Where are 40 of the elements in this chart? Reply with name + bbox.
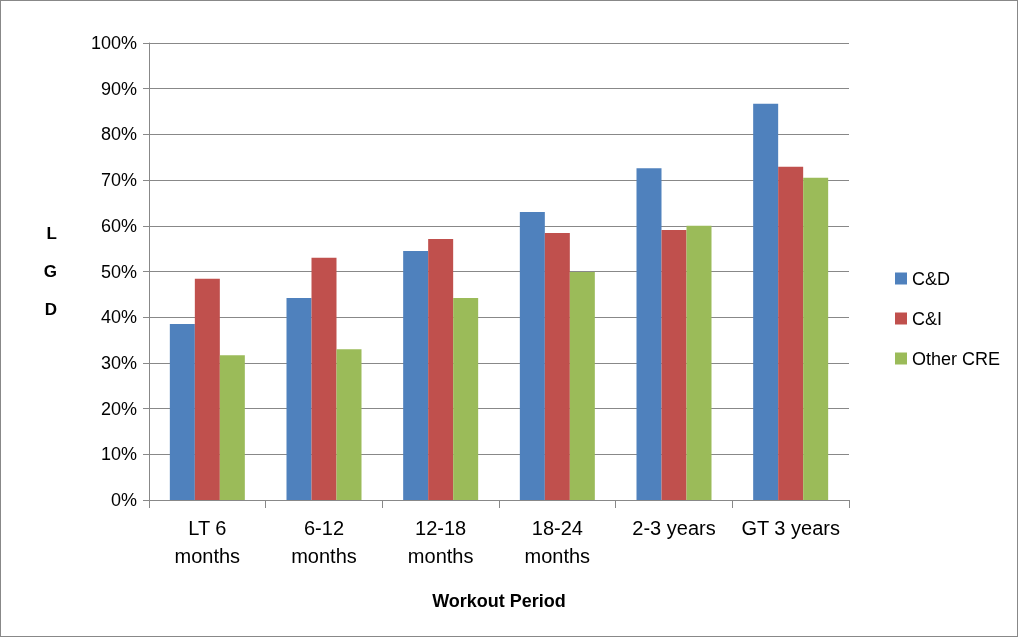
bar: [169, 324, 195, 500]
bar: [219, 355, 245, 500]
bar: [636, 168, 662, 500]
bar: [686, 225, 712, 500]
y-tick-label: 10%: [100, 444, 137, 465]
y-tick-label: 20%: [100, 398, 137, 419]
y-tick-label: 80%: [100, 124, 137, 145]
x-tick-label: 18-24 months: [524, 517, 591, 567]
y-tick-label: 60%: [100, 215, 137, 236]
bar: [544, 233, 570, 500]
bar: [778, 166, 804, 500]
bar: [753, 103, 779, 500]
y-tick-label: 100%: [90, 33, 137, 53]
legend-label: C&D: [911, 268, 950, 289]
x-tick-label: 2-3 years: [632, 517, 716, 539]
bar: [428, 239, 454, 500]
y-axis-title: L G D: [43, 224, 57, 319]
bar: [286, 298, 312, 500]
y-tick-label: 0%: [110, 490, 137, 510]
x-axis-title: Workout Period: [432, 591, 566, 611]
x-tick-label: 6-12 months: [291, 517, 357, 567]
x-tick-label: 12-18 months: [407, 517, 474, 567]
bar: [336, 349, 362, 500]
bar: [453, 298, 479, 500]
y-tick-label: 90%: [100, 78, 137, 99]
legend-label: Other CRE: [911, 348, 1001, 369]
bar: [519, 212, 545, 500]
y-tick-label: 40%: [100, 307, 137, 328]
y-tick-label: 50%: [100, 261, 137, 282]
y-tick-label: 30%: [100, 352, 137, 373]
x-tick-label: LT 6 months: [174, 517, 241, 567]
bar: [403, 250, 429, 500]
bar: [803, 177, 829, 500]
bar: [194, 278, 220, 500]
y-tick-label: 70%: [100, 170, 137, 191]
bar: [569, 271, 595, 500]
bar: [311, 257, 337, 500]
x-tick-label: GT 3 years: [741, 517, 840, 539]
bar: [661, 229, 687, 500]
legend-label: C&I: [911, 308, 942, 329]
